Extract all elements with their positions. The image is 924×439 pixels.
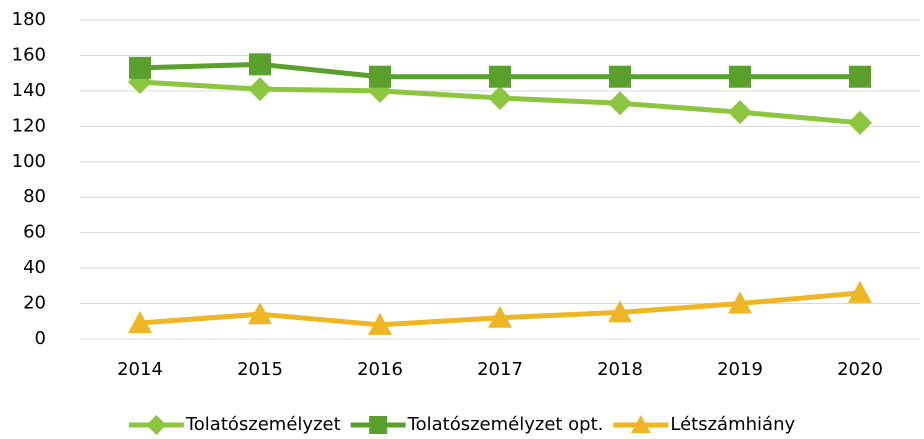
data-point: [728, 100, 752, 125]
data-point: [729, 65, 751, 88]
y-tick-label: 20: [23, 293, 46, 314]
data-point: [488, 305, 512, 328]
y-tick-label: 80: [23, 186, 46, 207]
legend-label: Tolatószemélyzet opt.: [407, 414, 604, 435]
data-point: [848, 110, 872, 135]
data-point: [369, 65, 391, 88]
data-point: [488, 85, 512, 110]
y-tick-label: 160: [12, 44, 46, 65]
y-tick-label: 180: [12, 9, 46, 30]
legend-marker: [630, 415, 651, 433]
y-tick-label: 60: [23, 222, 46, 243]
data-point: [608, 91, 632, 116]
x-tick-label: 2014: [117, 359, 163, 380]
legend-label: Létszámhiány: [670, 414, 795, 435]
x-tick-label: 2019: [717, 359, 763, 380]
data-point: [728, 291, 752, 314]
data-point: [849, 65, 871, 88]
x-tick-label: 2018: [597, 359, 643, 380]
data-point: [609, 65, 631, 88]
data-point: [489, 65, 511, 88]
data-point: [848, 280, 872, 303]
data-point: [368, 312, 392, 335]
x-tick-label: 2017: [477, 359, 523, 380]
y-tick-label: 120: [12, 115, 46, 136]
data-point: [249, 53, 271, 76]
data-point: [248, 77, 272, 102]
x-tick-label: 2016: [357, 359, 403, 380]
y-tick-label: 0: [35, 328, 46, 349]
y-tick-label: 100: [12, 151, 46, 172]
x-tick-label: 2020: [837, 359, 883, 380]
y-tick-label: 140: [12, 80, 46, 101]
data-point: [129, 56, 151, 79]
legend-label: Tolatószemélyzet: [185, 414, 341, 435]
data-point: [608, 300, 632, 323]
legend-marker: [369, 416, 388, 434]
data-point: [248, 302, 272, 325]
data-point: [128, 311, 152, 334]
legend-marker: [146, 415, 167, 435]
y-tick-label: 40: [23, 257, 46, 278]
x-tick-label: 2015: [237, 359, 283, 380]
